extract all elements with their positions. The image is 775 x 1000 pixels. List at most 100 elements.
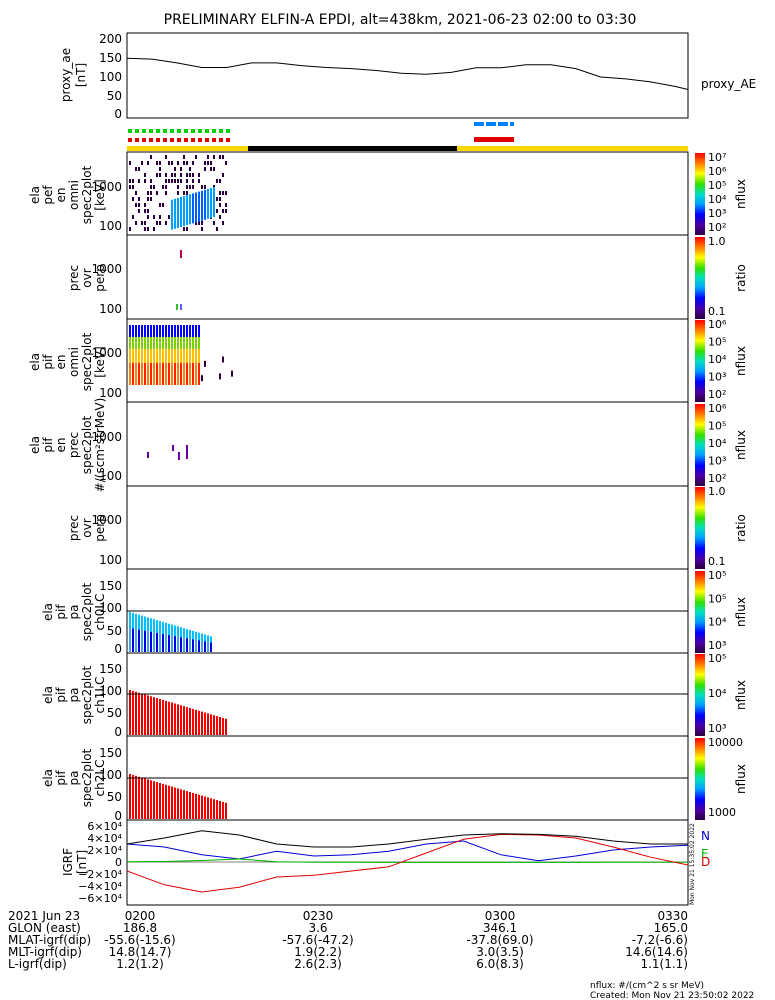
- spectrogram-cell: [168, 635, 170, 652]
- spectrogram-cell: [186, 363, 188, 385]
- spectrogram-cell: [138, 167, 140, 171]
- spectrogram-cell: [147, 349, 149, 363]
- spectrogram-cell: [171, 325, 173, 337]
- ae-ytick: 50: [107, 89, 122, 103]
- spectrogram-cell: [192, 709, 194, 735]
- panel-ylabel-line: prec: [67, 515, 81, 541]
- spectrogram-cell: [192, 631, 194, 639]
- spectrogram-cell: [189, 337, 191, 349]
- spectrogram-cell: [201, 796, 203, 819]
- spectrogram-cell: [132, 337, 134, 349]
- colorbar-tick: 10⁵: [708, 179, 726, 192]
- spectrogram-cell: [204, 361, 206, 367]
- spectrogram-cell: [198, 173, 200, 177]
- spectrogram-cell: [201, 375, 203, 381]
- spectrogram-cell: [192, 173, 194, 177]
- spectrogram-cell: [192, 793, 194, 819]
- spectrogram-cell: [177, 325, 179, 337]
- panel-pif-prec: 1000 100 ela pif en prec spec2plot #/(scm²str…: [28, 398, 688, 493]
- spectrogram-cell: [177, 626, 179, 636]
- spectrogram-cell: [156, 173, 158, 177]
- spectrogram-cell: [183, 227, 185, 231]
- spectrogram-cell: [132, 179, 134, 183]
- footer-cell: 6.0(8.3): [476, 957, 524, 971]
- spectrogram-cell: [192, 639, 194, 652]
- spectrogram-cell: [138, 349, 140, 363]
- spectrogram-cell: [135, 776, 137, 819]
- panel-pif: 1000 100 ela pif en omni spec2plot [keV]: [28, 319, 688, 402]
- spectrogram-cell: [222, 357, 224, 363]
- spectrogram-cell: [162, 634, 164, 652]
- spectrogram-cell: [198, 192, 200, 222]
- spectrogram-cell: [204, 797, 206, 820]
- spectrogram-cell: [153, 185, 155, 189]
- spectrogram-cell: [171, 363, 173, 385]
- spectrogram-cell: [138, 209, 140, 213]
- spectrogram-cell: [225, 191, 227, 195]
- colorbar-tick: 10⁶: [708, 318, 727, 331]
- spectrogram-cell: [129, 774, 131, 819]
- spectrogram-cell: [177, 185, 179, 189]
- spectrogram-cell: [213, 167, 215, 171]
- spectrogram-cell: [147, 779, 149, 819]
- spectrogram-cell: [186, 629, 188, 638]
- spectrogram-cell: [186, 349, 188, 363]
- spectrogram-cell: [207, 189, 209, 219]
- spectrogram-cell: [144, 325, 146, 337]
- colorbar-tick: 10⁵: [708, 592, 726, 605]
- spectrogram-cell: [141, 221, 143, 225]
- spectrogram-cell: [129, 363, 131, 385]
- ch0-ytick: 0: [114, 642, 122, 656]
- panel-ylabel-line: pif: [54, 604, 68, 620]
- spectrogram-cell: [129, 628, 131, 652]
- panel-ylabel-line: ela: [41, 769, 55, 787]
- spectrogram-cell: [153, 325, 155, 337]
- colorbar-tick: 10³: [708, 722, 726, 735]
- spectrogram-cell: [168, 161, 170, 165]
- spectrogram-cell: [192, 193, 194, 223]
- panel-ch1: 150 100 50 0 ela pif pa spec2plot ch1LC: [41, 653, 688, 739]
- spectrogram-cell: [195, 349, 197, 363]
- spectrogram-cell: [231, 371, 233, 377]
- panel-ylabel-line: pa: [67, 605, 81, 620]
- colorbar-label: nflux: [734, 179, 748, 209]
- spectrogram-cell: [171, 625, 173, 636]
- spectrogram-cell: [219, 197, 221, 201]
- spectrogram-cell: [132, 349, 134, 363]
- spectrogram-cell: [174, 199, 176, 229]
- spectrogram-cell: [198, 179, 200, 183]
- spectrogram-cell: [138, 777, 140, 819]
- colorbar-tick: 10³: [708, 207, 726, 220]
- spectrogram-cell: [186, 161, 188, 165]
- spectrogram-cell: [153, 632, 155, 652]
- spectrogram-cell: [171, 161, 173, 165]
- spectrogram-cell: [165, 363, 167, 385]
- spectrogram-cell: [183, 638, 185, 652]
- panel-ylabel-line: ovr: [80, 518, 94, 537]
- spectrogram-cell: [144, 203, 146, 207]
- spectrogram-cell: [177, 637, 179, 652]
- spectrogram-cell: [150, 696, 152, 735]
- spectrogram-cell: [141, 337, 143, 349]
- spectrogram-cell: [144, 631, 146, 652]
- spectrogram-cell: [207, 155, 209, 159]
- spectrogram-cell: [162, 185, 164, 189]
- spectrogram-cell: [150, 185, 152, 189]
- footer-cell: 1.2(1.2): [116, 957, 164, 971]
- spectrogram-cell: [147, 325, 149, 337]
- spectrogram-cell: [144, 179, 146, 183]
- spectrogram-cell: [171, 787, 173, 819]
- spectrogram-cell: [222, 191, 224, 195]
- panel-ylabel-line: spec2plot: [80, 582, 94, 641]
- spectrogram-cell: [141, 325, 143, 337]
- spectrogram-cell: [165, 337, 167, 349]
- spectrogram-cell: [222, 173, 224, 177]
- spectrogram-cell: [135, 614, 137, 629]
- spectrogram-cell: [165, 191, 167, 195]
- panel-ylabel-line: pa: [67, 688, 81, 703]
- spectrogram-cell: [210, 188, 212, 218]
- spectrogram-cell: [216, 179, 218, 183]
- spectrogram-cell: [210, 798, 212, 819]
- spectrogram-cell: [153, 227, 155, 231]
- spectrogram-cell: [180, 349, 182, 363]
